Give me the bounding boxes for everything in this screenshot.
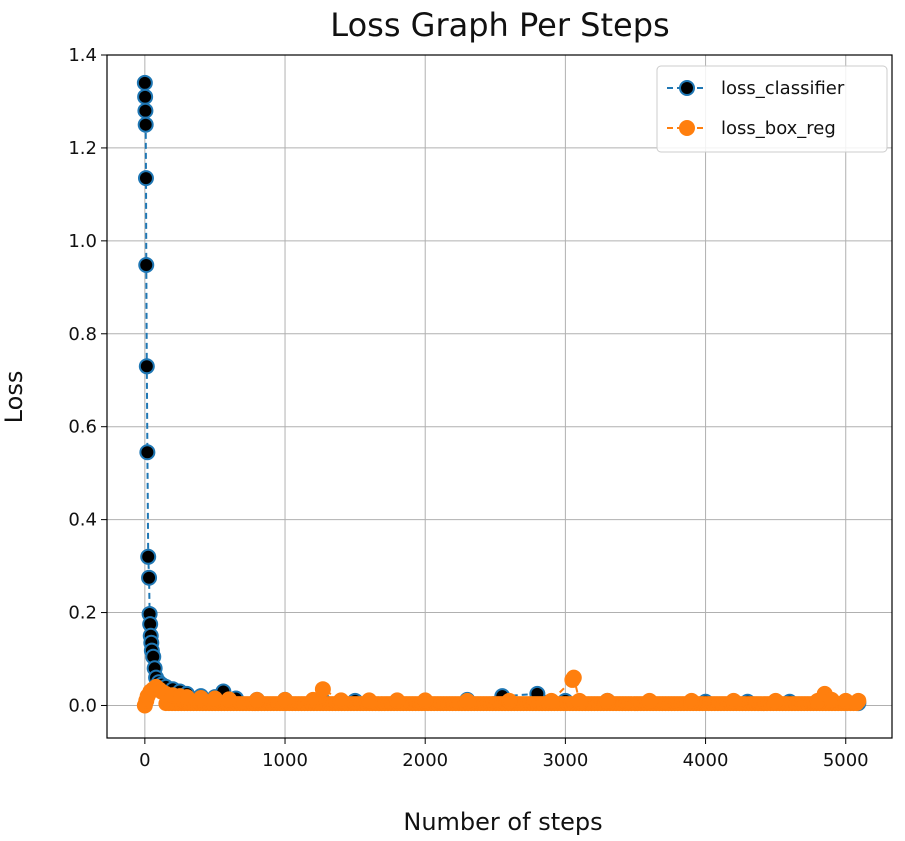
legend-label: loss_classifier (721, 78, 845, 99)
chart-title: Loss Graph Per Steps (330, 6, 669, 44)
data-point (333, 692, 350, 709)
data-point (137, 88, 154, 105)
series-loss_box_reg (136, 669, 867, 714)
data-point (725, 692, 742, 709)
x-tick-label: 0 (139, 750, 150, 771)
data-point (683, 692, 700, 709)
data-point (206, 690, 223, 707)
x-tick-label: 4000 (683, 750, 729, 771)
legend-marker (679, 80, 695, 96)
legend-item: loss_classifier (667, 78, 845, 99)
data-point (823, 691, 840, 708)
y-tick-label: 0.2 (68, 603, 97, 624)
y-tick-label: 1.2 (68, 138, 97, 159)
data-point (850, 692, 867, 709)
x-tick-label: 3000 (542, 750, 588, 771)
legend-box (656, 65, 888, 153)
data-point (767, 692, 784, 709)
data-point (641, 692, 658, 709)
x-tick-label: 1000 (262, 750, 308, 771)
data-point (501, 692, 518, 709)
data-point (137, 102, 154, 119)
data-point (138, 358, 155, 375)
x-axis-title: Number of steps (403, 808, 602, 836)
data-point (220, 691, 237, 708)
data-point (599, 692, 616, 709)
data-point (459, 692, 476, 709)
y-axis-title: Loss (0, 371, 28, 424)
y-axis-ticks: 0.0 0.2 0.4 0.6 0.8 1.0 1.2 1.4 (68, 45, 107, 716)
data-point (137, 170, 154, 187)
data-point (277, 691, 294, 708)
grid (107, 54, 892, 738)
data-point (314, 681, 331, 698)
legend: loss_classifier loss_box_reg (656, 65, 888, 153)
data-point (248, 691, 265, 708)
data-point (138, 257, 155, 274)
x-tick-label: 2000 (402, 750, 448, 771)
y-tick-label: 0.4 (68, 510, 97, 531)
data-point (543, 692, 560, 709)
y-tick-label: 1.4 (68, 45, 97, 66)
data-point (305, 691, 322, 708)
data-point (141, 569, 158, 586)
data-point (139, 444, 156, 461)
series-layer (136, 74, 867, 714)
legend-label: loss_box_reg (721, 118, 836, 139)
data-point (192, 690, 209, 707)
data-point (565, 669, 582, 686)
data-point (571, 692, 588, 709)
data-point (417, 692, 434, 709)
data-point (136, 74, 153, 91)
plot-frame (106, 54, 893, 739)
y-tick-label: 1.0 (68, 231, 97, 252)
series-loss_classifier (136, 74, 867, 712)
data-point (178, 689, 195, 706)
x-tick-label: 5000 (823, 750, 869, 771)
data-point (361, 692, 378, 709)
y-tick-label: 0.0 (68, 695, 97, 716)
x-axis-ticks: 0 1000 2000 3000 4000 5000 (139, 738, 869, 771)
y-tick-label: 0.8 (68, 324, 97, 345)
data-point (140, 548, 157, 565)
y-tick-label: 0.6 (68, 417, 97, 438)
data-point (389, 692, 406, 709)
legend-marker (679, 120, 695, 136)
legend-item: loss_box_reg (667, 118, 836, 139)
series-line (143, 82, 859, 705)
data-point (137, 116, 154, 133)
